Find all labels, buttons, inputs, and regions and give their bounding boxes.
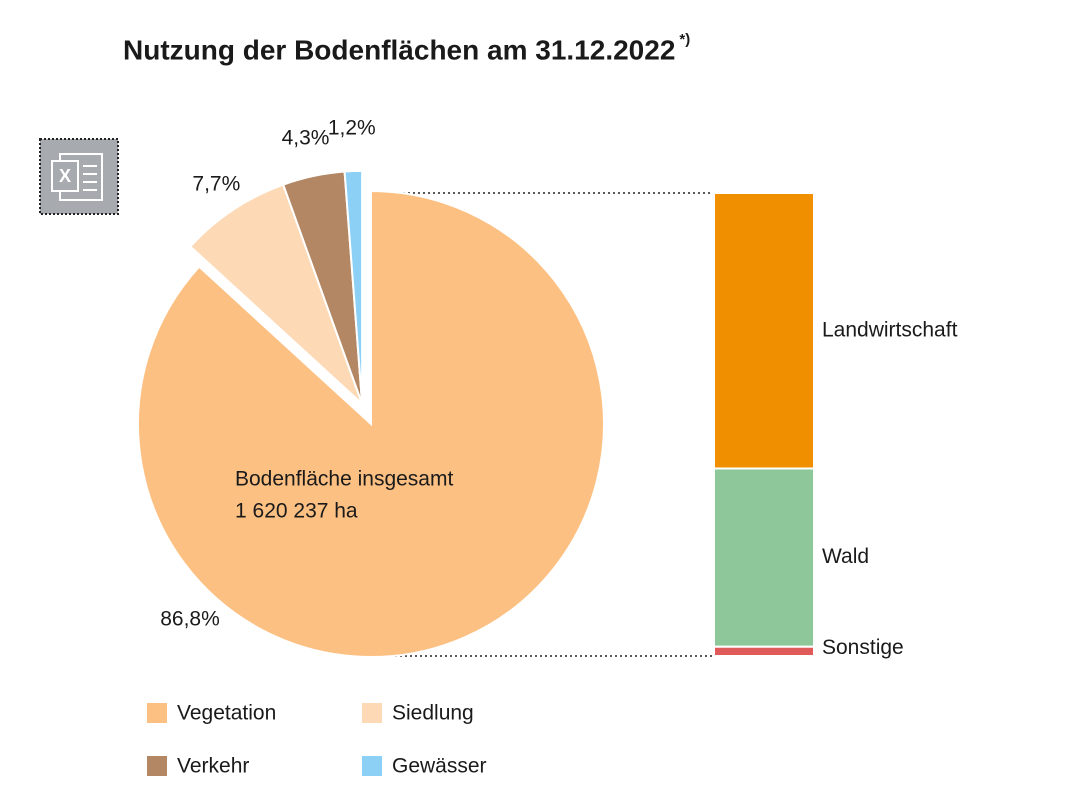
- legend-label: Vegetation: [177, 702, 276, 725]
- legend-label: Siedlung: [392, 702, 474, 725]
- legend-swatch: [362, 756, 382, 776]
- bar-label: Landwirtschaft: [822, 318, 958, 341]
- bar-segment: [713, 467, 815, 648]
- slice-label: 4,3%: [282, 126, 330, 149]
- legend-swatch: [147, 703, 167, 723]
- bar-label: Wald: [822, 545, 869, 568]
- center-label: 1 620 237 ha: [235, 500, 358, 523]
- legend-label: Gewässer: [392, 755, 487, 778]
- center-label: Bodenfläche insgesamt: [235, 468, 453, 491]
- bar-segment: [713, 645, 815, 657]
- title-note: *): [679, 31, 690, 48]
- slice-label: 1,2%: [328, 117, 376, 140]
- bar-segment: [713, 192, 815, 470]
- pie-slice: [137, 189, 605, 658]
- legend-swatch: [362, 703, 382, 723]
- bar-label: Sonstige: [822, 636, 904, 659]
- legend-swatch: [147, 756, 167, 776]
- slice-label: 86,8%: [160, 608, 220, 631]
- pie-slice: [188, 183, 364, 405]
- legend-label: Verkehr: [177, 755, 249, 778]
- svg-text:X: X: [59, 166, 71, 186]
- excel-download-icon[interactable]: X: [39, 138, 119, 215]
- slice-label: 7,7%: [192, 173, 240, 196]
- pie-slice: [343, 169, 364, 404]
- chart-title: Nutzung der Bodenflächen am 31.12.2022: [123, 34, 675, 65]
